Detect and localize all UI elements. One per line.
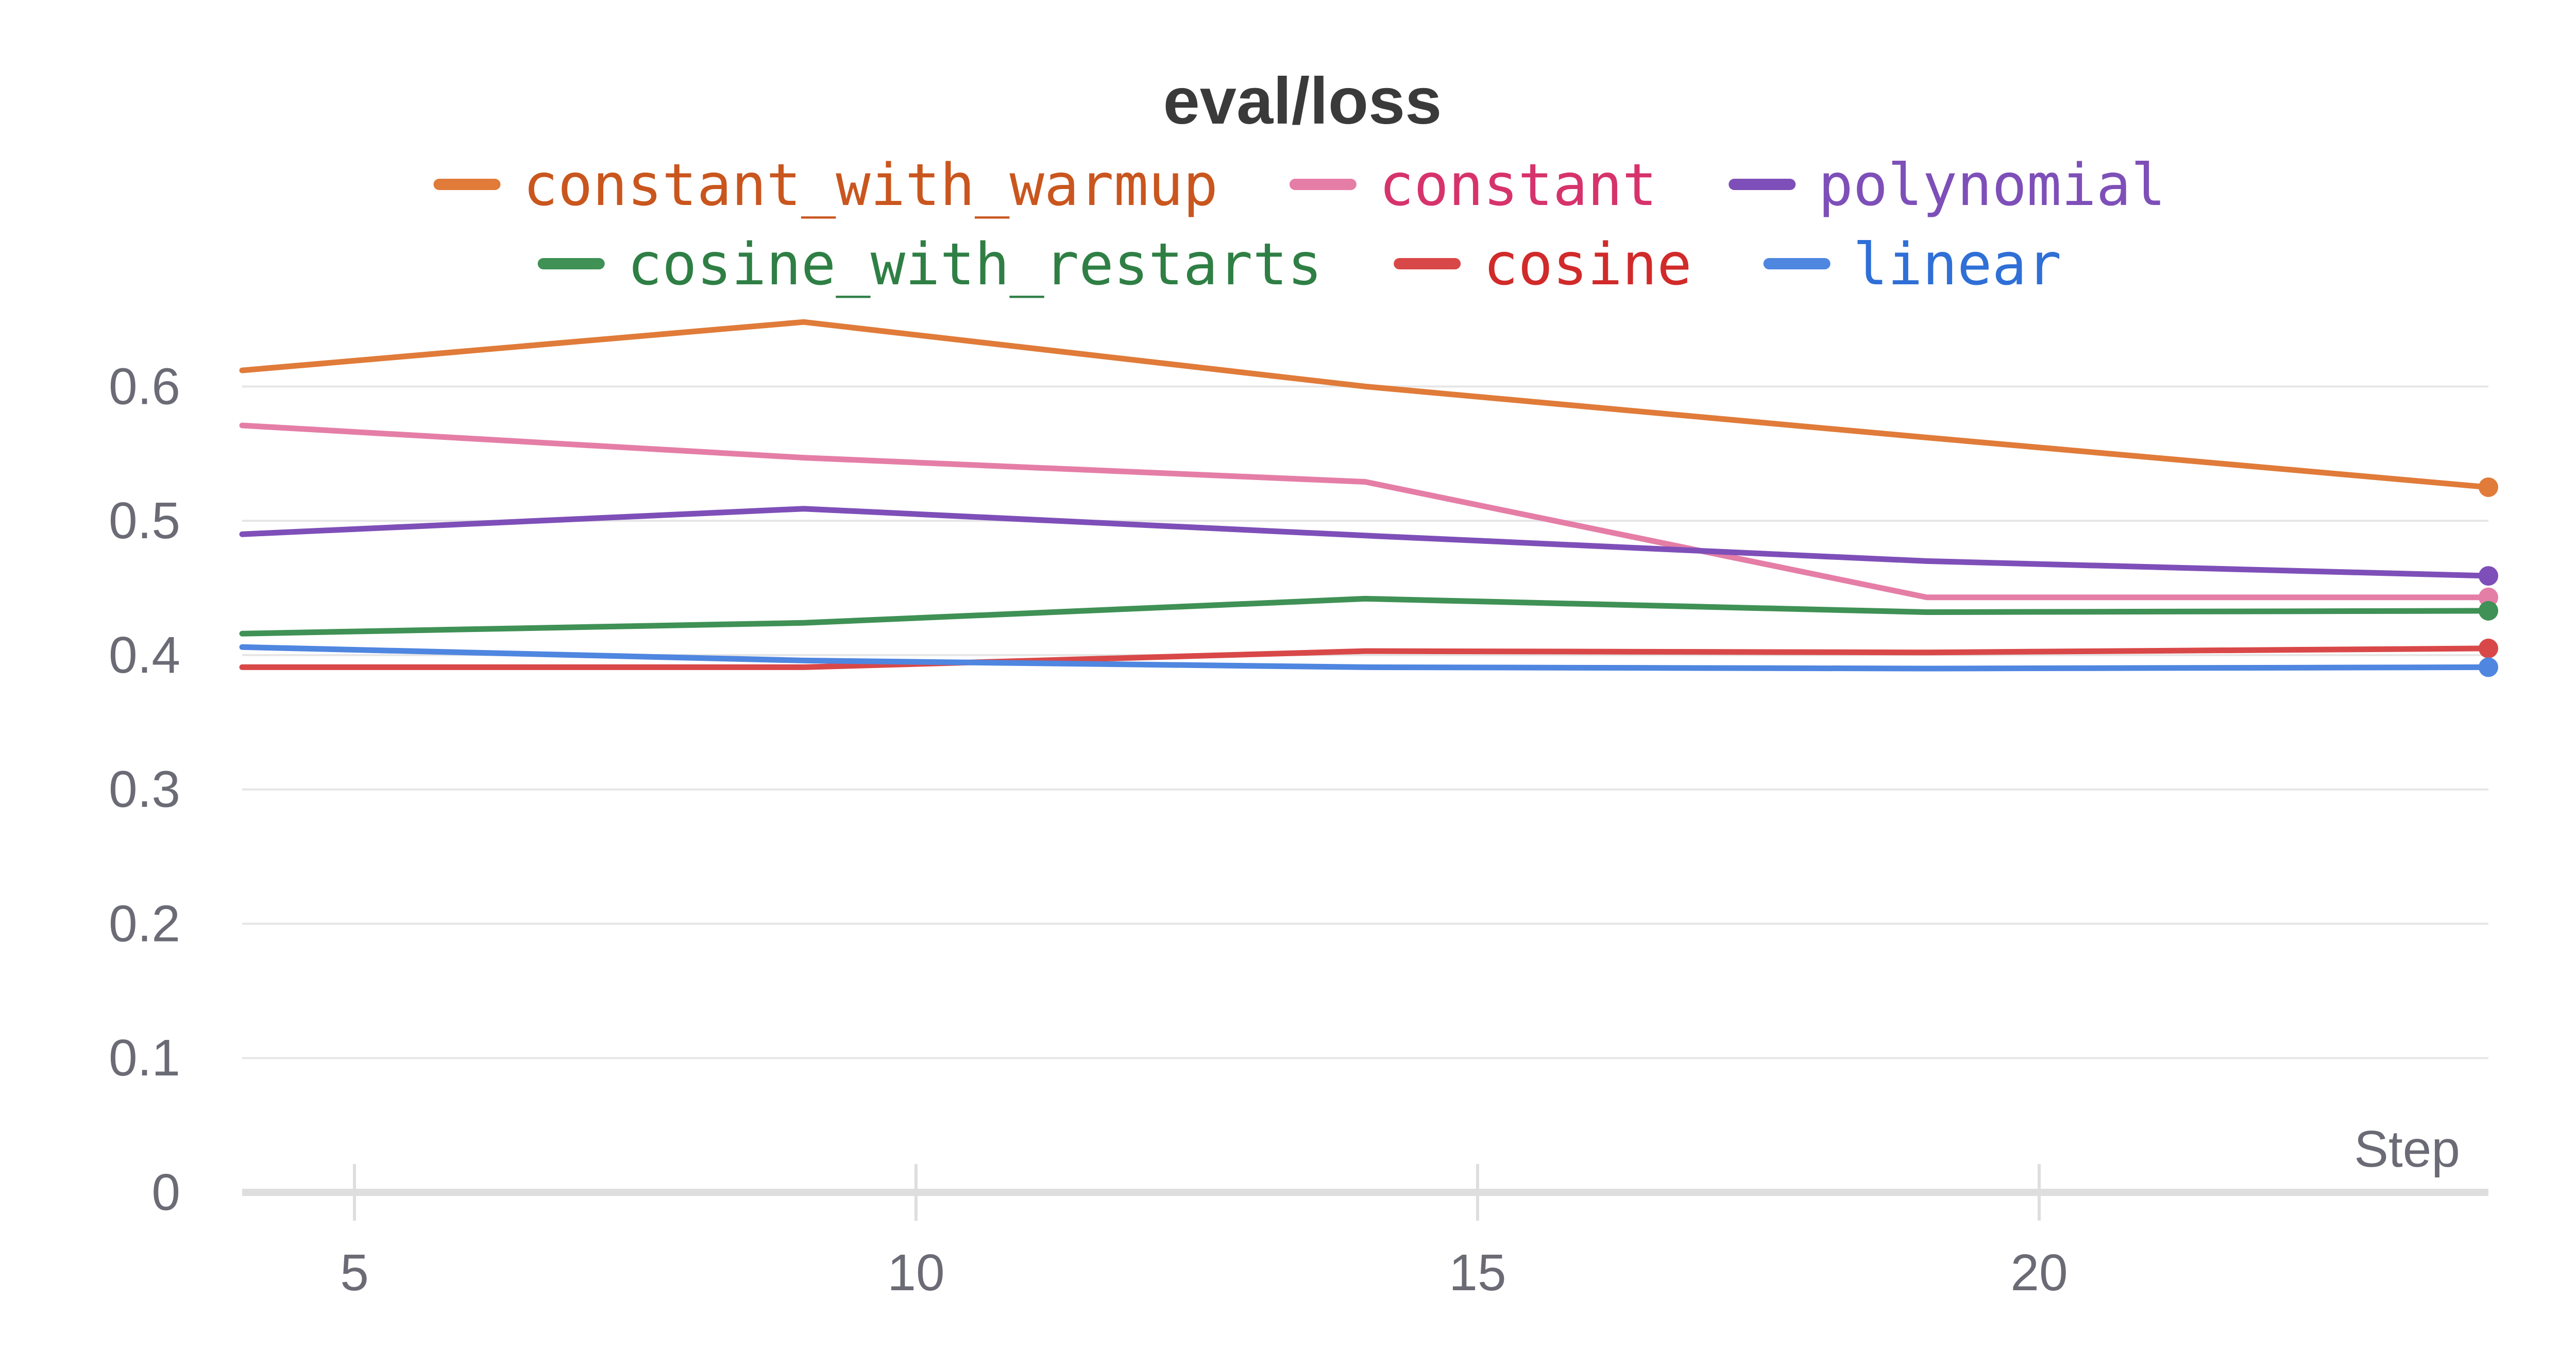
legend-label: cosine — [1483, 231, 1692, 298]
series-line-polynomial — [239, 506, 2492, 579]
legend-label: constant — [1379, 152, 1657, 219]
x-tick-label: 20 — [2010, 1244, 2067, 1302]
legend-item-polynomial[interactable]: polynomial — [1728, 152, 2166, 219]
legend-item-constant[interactable]: constant — [1289, 152, 1657, 219]
series-line-linear — [239, 644, 2492, 672]
series-line-constant — [239, 422, 2492, 601]
x-axis-label: Step — [2354, 1120, 2460, 1178]
x-tick-label: 15 — [1449, 1244, 1506, 1302]
y-tick-label: 0.2 — [109, 895, 180, 952]
series-end-point-cosine-with-restarts — [2479, 601, 2498, 621]
chart-title: eval/loss — [1163, 64, 1442, 138]
legend-item-linear[interactable]: linear — [1763, 231, 2062, 298]
legend-label: constant_with_warmup — [523, 152, 1218, 219]
x-tick-label: 5 — [340, 1244, 369, 1302]
legend-item-constant-with-warmup[interactable]: constant_with_warmup — [433, 152, 1218, 219]
series-end-point-constant — [2479, 587, 2498, 607]
series-end-point-linear — [2479, 657, 2498, 677]
legend-label: cosine_with_restarts — [628, 231, 1323, 298]
axis-layer: 0 0.1 0.2 0.3 0.4 0.5 0.6 5 10 15 20 — [109, 357, 2488, 1302]
series-layer — [239, 319, 2498, 677]
y-tick-label: 0.6 — [109, 357, 180, 415]
legend-item-cosine[interactable]: cosine — [1394, 231, 1692, 298]
series-line-cosine-with-restarts — [239, 595, 2492, 637]
x-tick-label: 10 — [887, 1244, 944, 1302]
legend-label: polynomial — [1818, 152, 2165, 219]
series-end-point-polynomial — [2479, 566, 2498, 586]
series-line-constant-with-warmup — [239, 319, 2492, 490]
y-tick-label: 0 — [151, 1164, 180, 1221]
legend: constant_with_warmup constant polynomial co… — [433, 152, 2166, 298]
y-tick-label: 0.1 — [109, 1029, 180, 1087]
series-line-cosine — [239, 645, 2492, 670]
y-tick-label: 0.5 — [109, 492, 180, 550]
grid-layer — [242, 385, 2488, 1059]
legend-item-cosine-with-restarts[interactable]: cosine_with_restarts — [537, 231, 1323, 298]
y-tick-label: 0.4 — [109, 626, 180, 684]
series-end-point-constant-with-warmup — [2479, 477, 2498, 497]
series-end-point-cosine — [2479, 638, 2498, 658]
legend-label: linear — [1853, 231, 2062, 298]
y-tick-label: 0.3 — [109, 761, 180, 818]
